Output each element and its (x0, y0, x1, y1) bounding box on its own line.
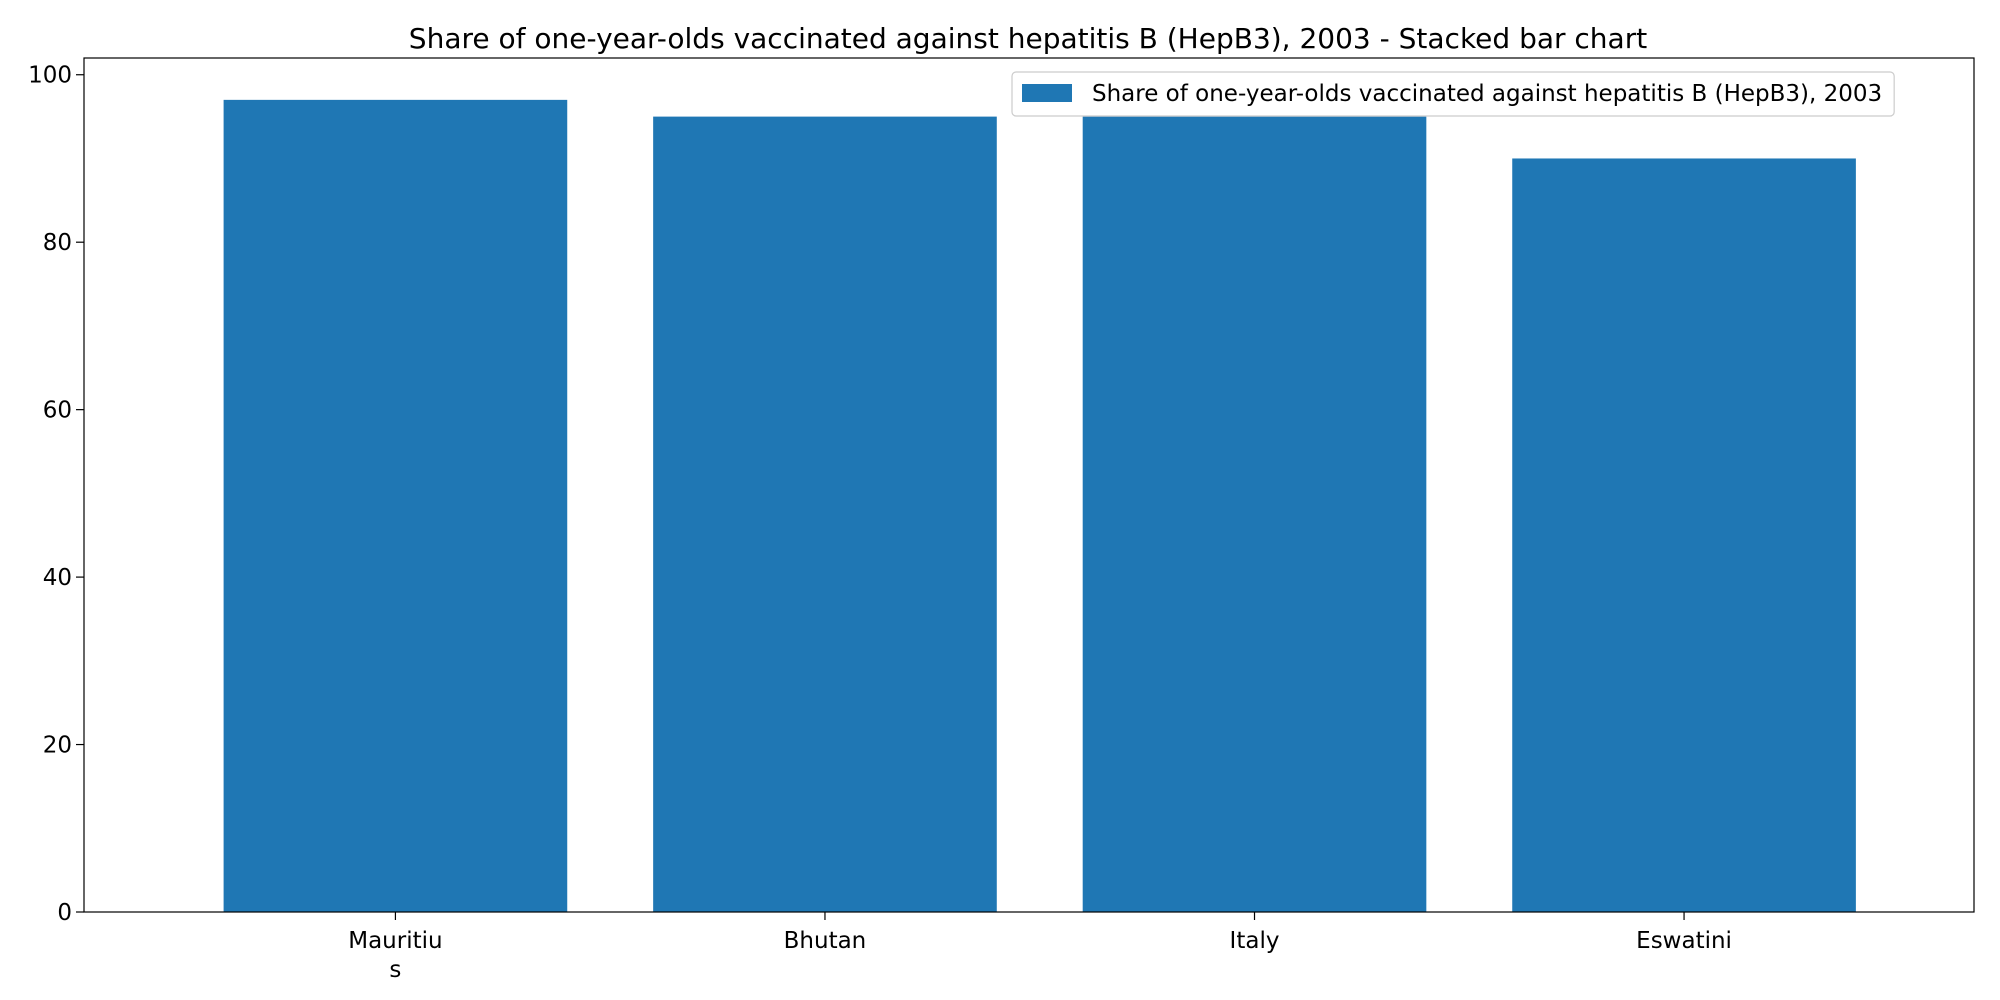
y-tick-label: 20 (43, 733, 72, 759)
bars-group (223, 99, 1856, 913)
y-tick-label: 0 (57, 900, 72, 926)
bar-mauritius (223, 99, 568, 913)
y-tick-label: 80 (43, 230, 72, 256)
legend-box (1011, 71, 1895, 117)
y-tick-label: 40 (43, 565, 72, 591)
bar-italy (1082, 116, 1427, 912)
x-tick-label: Eswatini (1636, 928, 1732, 954)
chart-title: Share of one-year-olds vaccinated agains… (409, 22, 1647, 55)
x-tick-label: Bhutan (784, 928, 867, 954)
x-tick-label: Mauritiu s (348, 928, 442, 983)
y-axis: 0 20 40 60 80 100 (28, 63, 84, 926)
bar-eswatini (1512, 158, 1856, 912)
y-tick-label: 60 (43, 398, 72, 424)
legend-swatch (1022, 84, 1072, 102)
bar-bhutan (653, 116, 997, 912)
y-tick-label: 100 (28, 63, 72, 89)
x-tick-label: Italy (1230, 928, 1280, 954)
legend-label: Share of one-year-olds vaccinated agains… (1092, 81, 1882, 107)
x-axis: Mauritiu s Bhutan Italy Eswatini (348, 912, 1732, 983)
legend: Share of one-year-olds vaccinated agains… (1011, 71, 1895, 117)
plot-frame (83, 57, 1975, 913)
